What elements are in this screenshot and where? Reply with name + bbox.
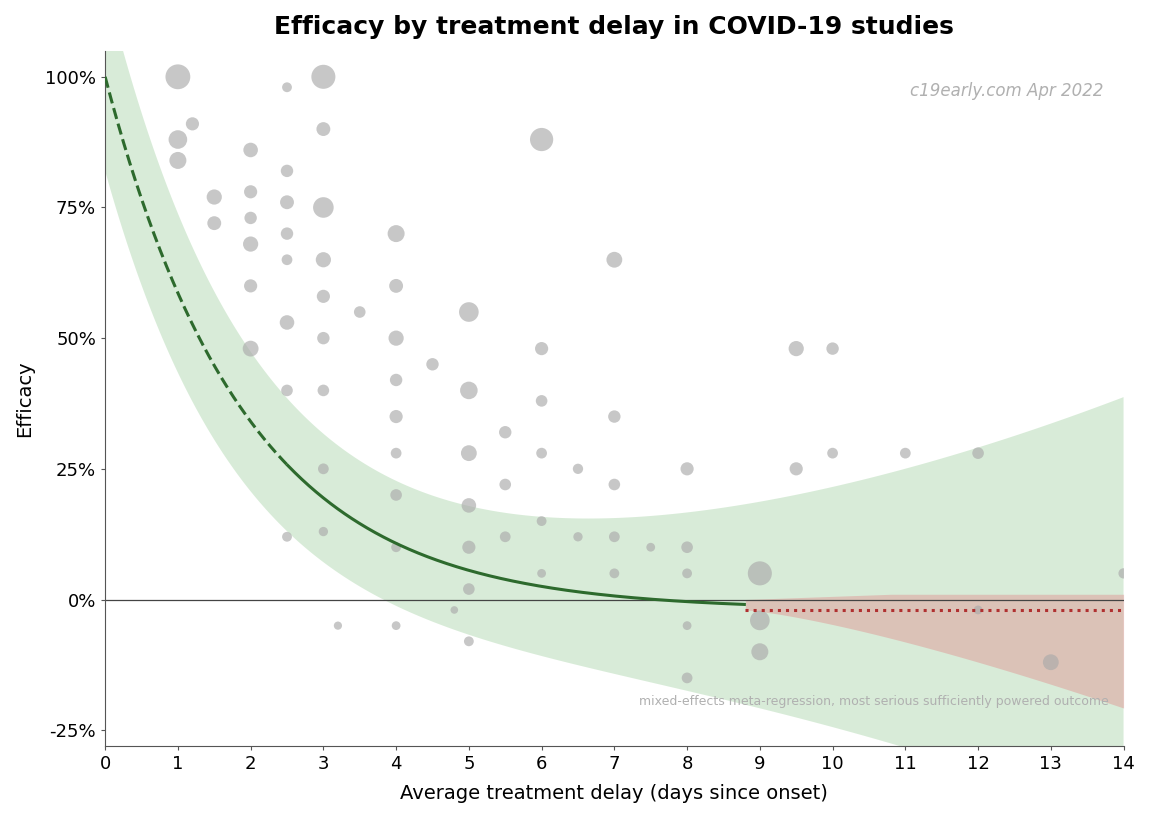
Title: Efficacy by treatment delay in COVID-19 studies: Efficacy by treatment delay in COVID-19 …	[275, 15, 954, 39]
Point	[242, 185, 260, 198]
Point	[278, 384, 297, 397]
Point	[677, 462, 696, 475]
Point	[386, 619, 405, 632]
Point	[386, 410, 405, 423]
Point	[496, 530, 514, 543]
Point	[242, 342, 260, 355]
Point	[532, 515, 551, 528]
Point	[460, 499, 478, 512]
Point	[605, 530, 623, 543]
Point	[386, 541, 405, 554]
Point	[605, 478, 623, 491]
Point	[787, 342, 805, 355]
Point	[605, 567, 623, 580]
Point	[386, 374, 405, 387]
Point	[242, 279, 260, 292]
Point	[460, 635, 478, 648]
Point	[677, 567, 696, 580]
Point	[386, 227, 405, 240]
Point	[314, 254, 332, 267]
Point	[677, 619, 696, 632]
X-axis label: Average treatment delay (days since onset): Average treatment delay (days since onse…	[400, 784, 828, 803]
Point	[205, 191, 223, 204]
Point	[205, 217, 223, 230]
Point	[314, 70, 332, 83]
Point	[751, 567, 769, 580]
Text: c19early.com Apr 2022: c19early.com Apr 2022	[910, 82, 1103, 100]
Point	[460, 305, 478, 318]
Point	[278, 164, 297, 178]
Point	[314, 525, 332, 538]
Point	[242, 143, 260, 156]
Point	[605, 254, 623, 267]
Point	[329, 619, 347, 632]
Point	[169, 154, 187, 167]
Point	[460, 384, 478, 397]
Point	[532, 342, 551, 355]
Point	[1042, 656, 1060, 669]
Point	[386, 331, 405, 344]
Point	[183, 117, 201, 130]
Point	[1114, 567, 1133, 580]
Point	[532, 567, 551, 580]
Point	[278, 316, 297, 329]
Point	[314, 384, 332, 397]
Point	[351, 305, 369, 318]
Point	[460, 582, 478, 596]
Point	[677, 672, 696, 685]
Point	[751, 614, 769, 627]
Point	[787, 462, 805, 475]
Point	[968, 604, 987, 617]
Point	[460, 541, 478, 554]
Point	[642, 541, 660, 554]
Point	[751, 645, 769, 658]
Point	[169, 133, 187, 146]
Point	[569, 462, 588, 475]
Point	[823, 447, 842, 460]
Point	[278, 254, 297, 267]
Point	[278, 81, 297, 94]
Point	[278, 530, 297, 543]
Point	[605, 410, 623, 423]
Point	[677, 541, 696, 554]
Point	[278, 227, 297, 240]
Point	[968, 447, 987, 460]
Text: mixed-effects meta-regression, most serious sufficiently powered outcome: mixed-effects meta-regression, most seri…	[638, 694, 1109, 708]
Point	[386, 488, 405, 501]
Point	[532, 394, 551, 407]
Point	[314, 462, 332, 475]
Point	[496, 478, 514, 491]
Point	[242, 211, 260, 224]
Point	[496, 425, 514, 438]
Y-axis label: Efficacy: Efficacy	[15, 360, 34, 437]
Point	[386, 279, 405, 292]
Point	[242, 237, 260, 250]
Point	[314, 201, 332, 214]
Point	[386, 447, 405, 460]
Point	[314, 331, 332, 344]
Point	[532, 447, 551, 460]
Point	[278, 196, 297, 209]
Point	[823, 342, 842, 355]
Point	[314, 123, 332, 136]
Point	[896, 447, 914, 460]
Point	[169, 70, 187, 83]
Point	[532, 133, 551, 146]
Point	[445, 604, 463, 617]
Point	[423, 357, 442, 371]
Point	[460, 447, 478, 460]
Point	[569, 530, 588, 543]
Point	[314, 290, 332, 303]
